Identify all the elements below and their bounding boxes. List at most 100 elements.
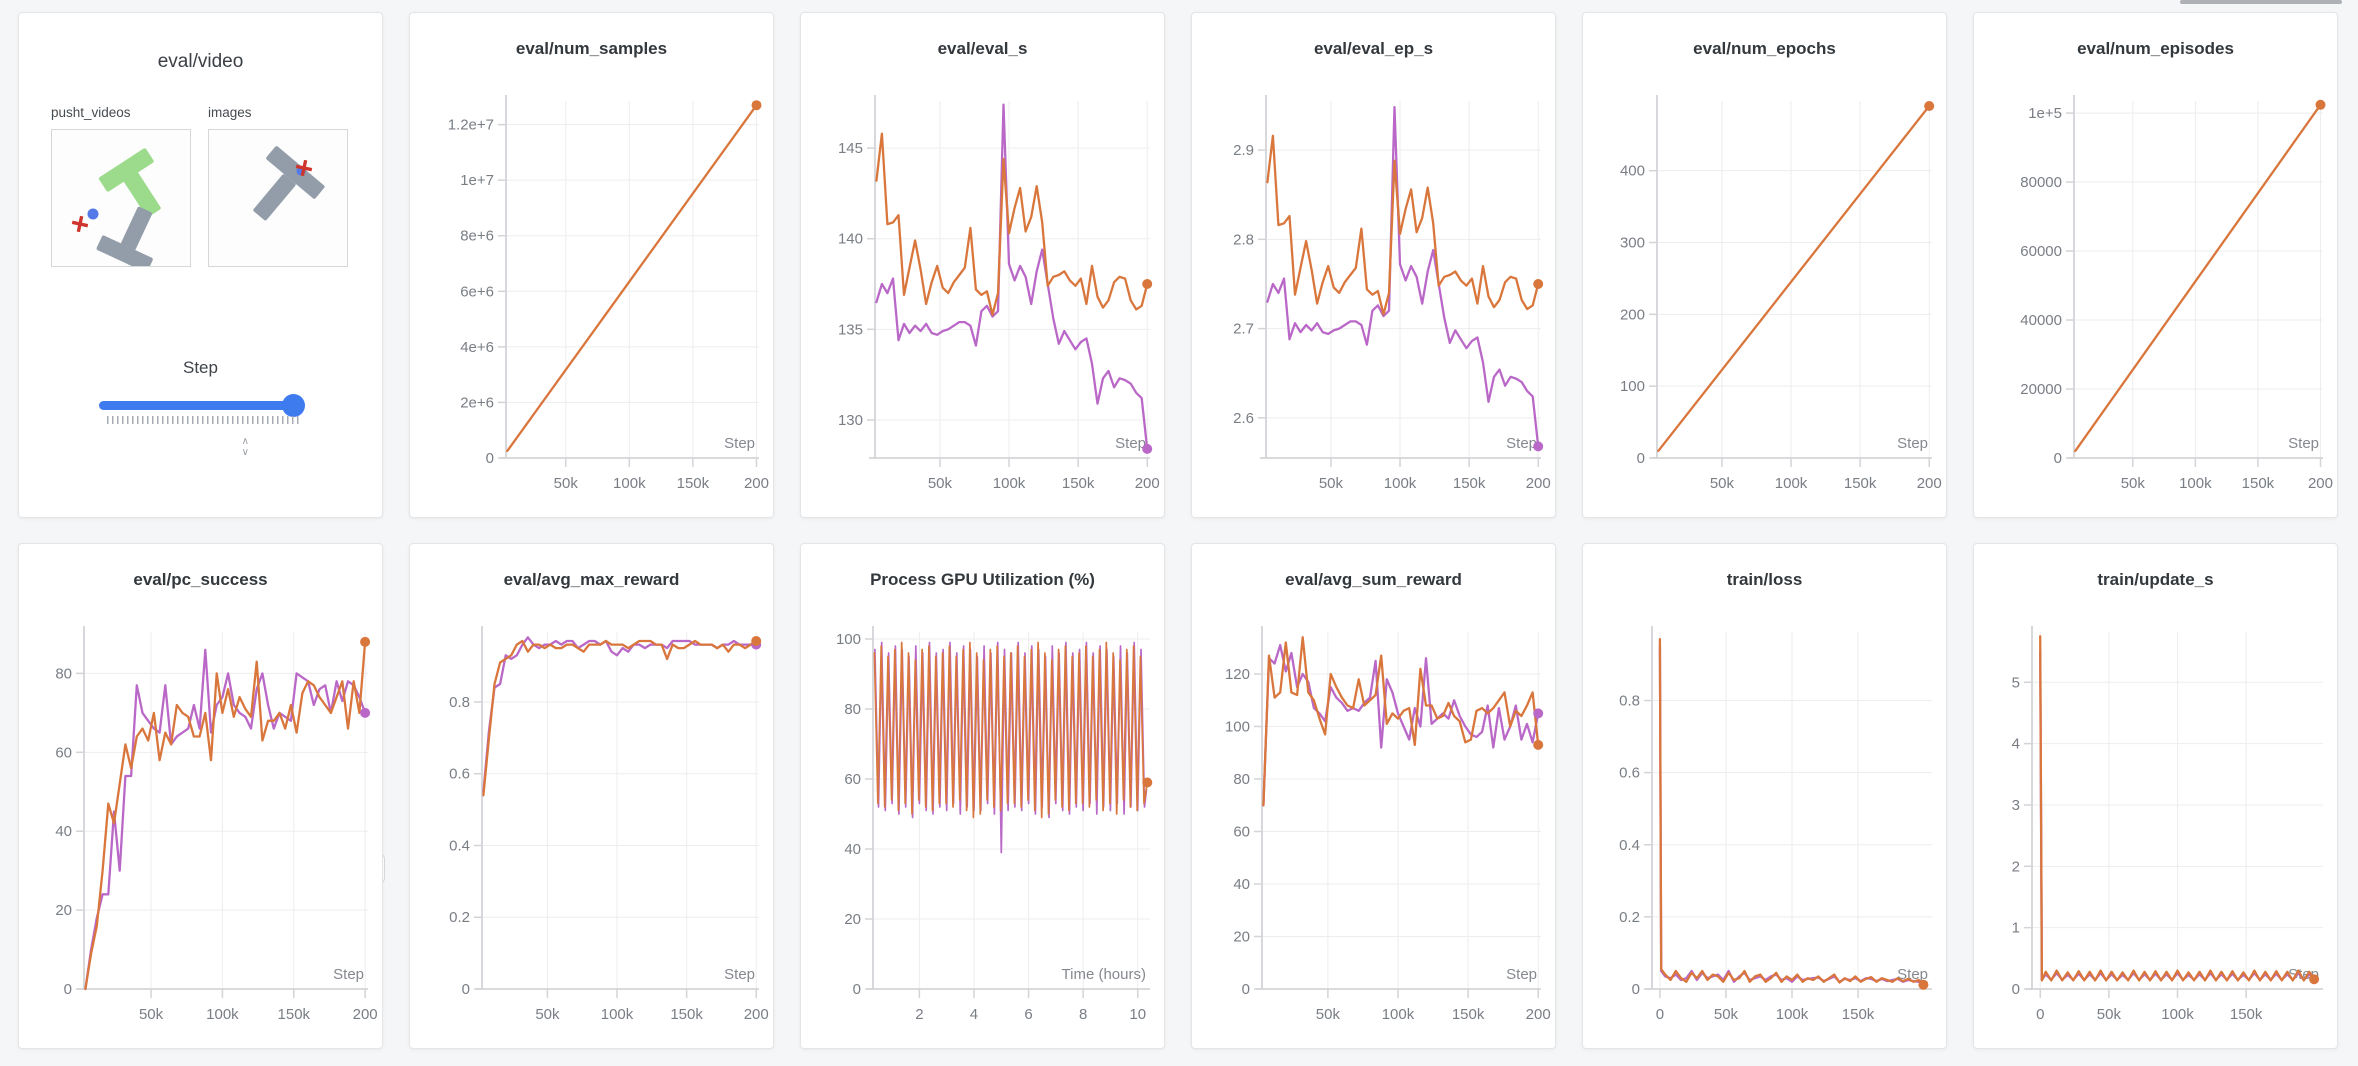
svg-text:60: 60	[844, 771, 861, 788]
panel-eval-eval-s[interactable]: eval/eval_s 50k 100k 150k 200 130 135 140 145 St…	[800, 12, 1165, 518]
svg-text:2: 2	[2012, 858, 2020, 875]
svg-text:0: 0	[486, 450, 494, 467]
svg-text:50k: 50k	[1319, 475, 1344, 492]
panel-train-loss[interactable]: train/loss 0 50k 100k 150k 0 0.2 0.4 0.6 0.8 Step	[1582, 543, 1947, 1049]
svg-text:100k: 100k	[993, 475, 1026, 492]
chart-num-epochs[interactable]: 50k 100k 150k 200 0 100 200 300 400 Step	[1583, 13, 1948, 519]
panel-eval-avg-sum-reward[interactable]: eval/avg_sum_reward 50k 100k 150k 200 0 20 40 6…	[1191, 543, 1556, 1049]
chart-title: eval/num_samples	[515, 39, 668, 58]
chart-title: eval/num_epochs	[1693, 39, 1836, 58]
svg-text:2: 2	[915, 1006, 923, 1023]
svg-text:80: 80	[55, 665, 72, 682]
chart-avg-max-reward[interactable]: 50k 100k 150k 200 0 0.2 0.4 0.6 0.8 Step	[410, 544, 775, 1050]
svg-text:100k: 100k	[613, 475, 646, 492]
svg-text:40: 40	[55, 823, 72, 840]
chart-title: eval/pc_success	[133, 570, 268, 589]
svg-text:80: 80	[844, 701, 861, 718]
stepper-chevrons[interactable]: ∧ ∨	[242, 436, 249, 458]
panel-title: eval/video	[157, 51, 244, 72]
svg-text:200: 200	[744, 1006, 769, 1023]
svg-text:150k: 150k	[1453, 475, 1486, 492]
svg-text:200: 200	[2308, 475, 2333, 492]
svg-text:Step: Step	[724, 966, 755, 983]
svg-text:0: 0	[2036, 1006, 2044, 1023]
chart-title: eval/eval_s	[937, 39, 1028, 58]
panel-eval-num-episodes[interactable]: eval/num_episodes 50k 100k 150k 200 0 20000 40…	[1973, 12, 2338, 518]
step-slider-track[interactable]	[99, 401, 303, 410]
svg-text:4: 4	[2012, 736, 2020, 753]
svg-text:0: 0	[462, 981, 470, 998]
images-scene-image	[253, 146, 325, 221]
svg-text:50k: 50k	[1316, 1006, 1341, 1023]
step-slider-thumb[interactable]	[282, 394, 305, 417]
video-thumbnail-images[interactable]	[208, 129, 348, 267]
chevron-up-icon[interactable]: ∧	[241, 436, 249, 447]
chart-pc-success[interactable]: 50k 100k 150k 200 0 20 40 60 80 Step	[19, 544, 384, 1050]
svg-text:150k: 150k	[2242, 475, 2275, 492]
svg-text:0.2: 0.2	[1619, 909, 1640, 926]
svg-text:100k: 100k	[2179, 475, 2212, 492]
svg-text:100k: 100k	[206, 1006, 239, 1023]
svg-text:0.4: 0.4	[1619, 837, 1640, 854]
svg-text:2.9: 2.9	[1233, 142, 1254, 159]
panel-eval-avg-max-reward[interactable]: eval/avg_max_reward 50k 100k 150k 200 0 0.2 0.…	[409, 543, 774, 1049]
chart-num-samples[interactable]: 50k 100k 150k 200 0 2e+6 4e+6 6e+6 8e+6 1e+7 1.2e+…	[410, 13, 775, 519]
chart-train-loss[interactable]: 0 50k 100k 150k 0 0.2 0.4 0.6 0.8 Step	[1583, 544, 1948, 1050]
svg-text:10: 10	[1129, 1006, 1146, 1023]
svg-text:40000: 40000	[2020, 312, 2062, 329]
panel-eval-num-epochs[interactable]: eval/num_epochs 50k 100k 150k 200 0 100 200 300…	[1582, 12, 1947, 518]
chart-eval-s[interactable]: 50k 100k 150k 200 130 135 140 145 Step	[801, 13, 1166, 519]
svg-text:Step: Step	[1115, 435, 1146, 452]
panel-gpu-utilization[interactable]: Process GPU Utilization (%) 2 4 6 8 10 0 20 40 6…	[800, 543, 1165, 1049]
svg-text:200: 200	[1526, 475, 1551, 492]
svg-text:2.7: 2.7	[1233, 321, 1254, 338]
horizontal-scrollbar[interactable]	[2180, 0, 2342, 4]
svg-text:0.4: 0.4	[449, 837, 470, 854]
svg-text:0.6: 0.6	[1619, 765, 1640, 782]
svg-text:Step: Step	[1506, 966, 1537, 983]
svg-text:60000: 60000	[2020, 243, 2062, 260]
svg-text:Step: Step	[333, 966, 364, 983]
svg-text:0: 0	[1637, 450, 1645, 467]
panel-eval-num-samples[interactable]: eval/num_samples 50k 100k 150k 200 0 2e+6 4e+6…	[409, 12, 774, 518]
panel-eval-eval-ep-s[interactable]: eval/eval_ep_s 50k 100k 150k 200 2.6 2.7 2.8 2.…	[1191, 12, 1556, 518]
svg-text:1.2e+7: 1.2e+7	[448, 117, 494, 134]
svg-text:20000: 20000	[2020, 381, 2062, 398]
panel-train-update-s[interactable]: train/update_s 0 50k 100k 150k 0 1 2 3 4 5 Step	[1973, 543, 2338, 1049]
panel-eval-pc-success[interactable]: eval/pc_success 50k 100k 150k 200 0 20 40 60 80 S…	[18, 543, 383, 1049]
panel-eval-video[interactable]: eval/video pusht_videos images	[18, 12, 385, 884]
svg-text:150k: 150k	[278, 1006, 311, 1023]
svg-text:50k: 50k	[1714, 1006, 1739, 1023]
chart-avg-sum-reward[interactable]: 50k 100k 150k 200 0 20 40 60 80 100 120 Step	[1192, 544, 1557, 1050]
svg-text:40: 40	[1233, 876, 1250, 893]
svg-text:1: 1	[2012, 920, 2020, 937]
chart-title: Process GPU Utilization (%)	[870, 570, 1095, 589]
svg-text:0.8: 0.8	[449, 694, 470, 711]
chevron-down-icon[interactable]: ∨	[241, 447, 249, 458]
svg-text:150k: 150k	[1844, 475, 1877, 492]
agent-dot	[87, 208, 99, 220]
svg-text:150k: 150k	[677, 475, 710, 492]
video-thumbnail-pusht[interactable]	[51, 129, 191, 273]
svg-text:80: 80	[1233, 771, 1250, 788]
svg-text:1e+7: 1e+7	[460, 172, 494, 189]
svg-text:0: 0	[853, 981, 861, 998]
svg-text:100k: 100k	[601, 1006, 634, 1023]
svg-text:0: 0	[64, 981, 72, 998]
svg-text:80000: 80000	[2020, 174, 2062, 191]
chart-num-episodes[interactable]: 50k 100k 150k 200 0 20000 40000 60000 80000 1e+5 S…	[1974, 13, 2339, 519]
chart-eval-ep-s[interactable]: 50k 100k 150k 200 2.6 2.7 2.8 2.9 Step	[1192, 13, 1557, 519]
svg-text:Step: Step	[724, 435, 755, 452]
svg-text:0.2: 0.2	[449, 909, 470, 926]
svg-text:120: 120	[1225, 666, 1250, 683]
svg-text:200: 200	[1526, 1006, 1551, 1023]
svg-text:20: 20	[844, 911, 861, 928]
svg-text:1e+5: 1e+5	[2028, 105, 2062, 122]
svg-text:6e+6: 6e+6	[460, 283, 494, 300]
svg-text:0: 0	[1242, 981, 1250, 998]
svg-text:200: 200	[1135, 475, 1160, 492]
svg-text:50k: 50k	[1710, 475, 1735, 492]
chart-title: train/update_s	[2097, 570, 2214, 589]
